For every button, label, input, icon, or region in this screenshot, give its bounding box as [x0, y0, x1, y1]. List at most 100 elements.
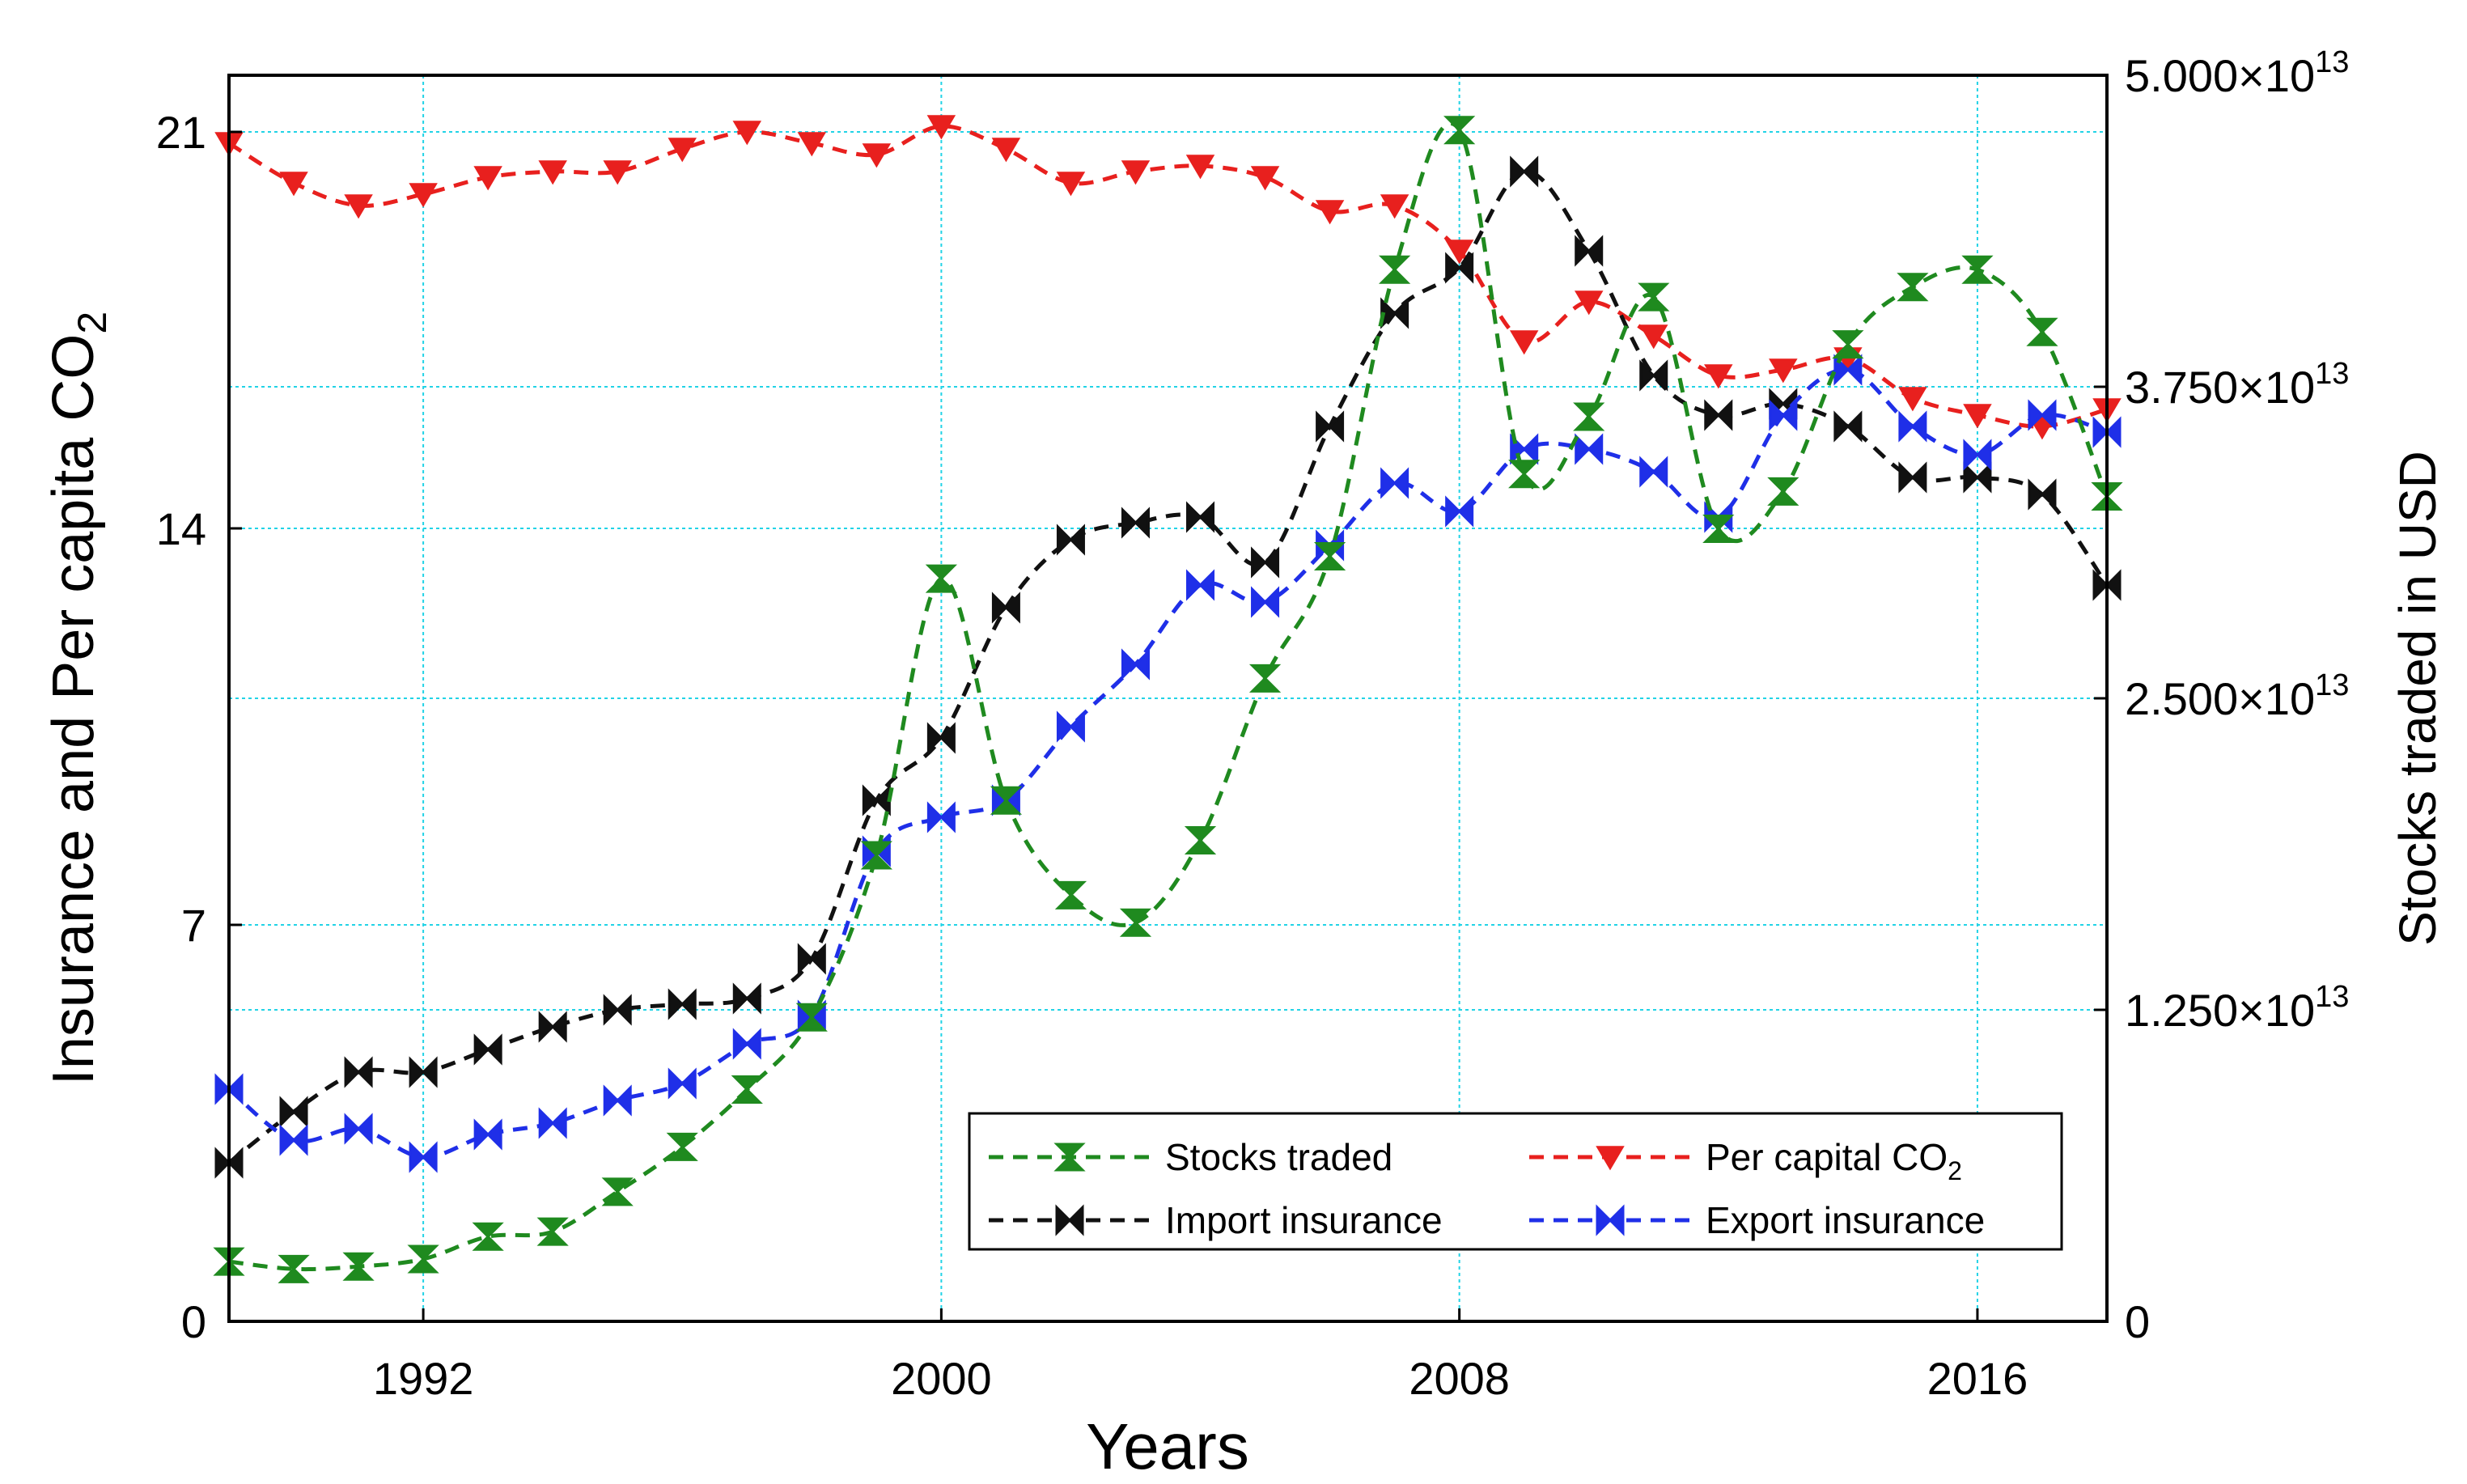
- data-point-stocks-traded: [1184, 826, 1217, 855]
- data-point-per-capital-co: [1380, 194, 1409, 219]
- data-point-import-insurance: [409, 1056, 438, 1088]
- data-point-stocks-traded: [990, 786, 1023, 815]
- y-right-tick-mantissa: 0: [2125, 1296, 2150, 1347]
- y-right-tick-exponent: 13: [2315, 357, 2349, 391]
- legend-item-import-insurance: Import insurance: [989, 1199, 1443, 1241]
- data-point-stocks-traded: [472, 1222, 504, 1251]
- data-point-per-capital-co: [1898, 387, 1927, 412]
- data-point-export-insurance: [1575, 433, 1604, 465]
- data-point-per-capital-co: [1509, 330, 1539, 355]
- y-right-tick-mantissa: 2.500×10: [2125, 673, 2315, 724]
- data-point-import-insurance: [344, 1056, 373, 1088]
- data-point-stocks-traded: [1573, 402, 1605, 431]
- data-point-stocks-traded: [1508, 460, 1541, 489]
- data-point-per-capital-co: [279, 172, 308, 197]
- data-point-import-insurance: [926, 722, 956, 754]
- legend-marker-per-capital-co: [1596, 1146, 1625, 1171]
- data-point-export-insurance: [926, 801, 956, 833]
- data-point-export-insurance: [2028, 399, 2057, 431]
- y-right-tick-label: 0: [2125, 1296, 2150, 1347]
- data-point-import-insurance: [668, 988, 697, 1020]
- y-left-tick-label: 21: [156, 107, 206, 158]
- y-right-tick-exponent: 13: [2315, 668, 2349, 702]
- legend-label-main: Stocks traded: [1165, 1136, 1392, 1178]
- data-point-import-insurance: [2028, 478, 2057, 511]
- data-point-per-capital-co: [1056, 172, 1086, 197]
- data-point-import-insurance: [991, 591, 1020, 624]
- data-point-import-insurance: [1704, 399, 1733, 431]
- data-point-stocks-traded: [731, 1075, 763, 1105]
- y-right-tick-mantissa: 1.250×10: [2125, 985, 2315, 1036]
- legend-label-per-capital-co: Per capital CO2: [1706, 1136, 1962, 1185]
- data-point-import-insurance: [1316, 410, 1345, 443]
- data-point-per-capital-co: [732, 121, 762, 146]
- y-right-tick-label: 3.750×1013: [2125, 357, 2349, 413]
- data-point-import-insurance: [473, 1033, 502, 1066]
- data-point-per-capital-co: [344, 194, 373, 219]
- data-point-stocks-traded: [1054, 880, 1087, 909]
- data-point-stocks-traded: [2026, 317, 2058, 346]
- legend-items: Stocks traded Per capital CO2 Import insur…: [989, 1136, 1985, 1241]
- data-point-stocks-traded: [278, 1254, 310, 1283]
- legend-box: [968, 1112, 2063, 1251]
- data-point-stocks-traded: [1702, 515, 1735, 544]
- y-left-axis-title-sub: 2: [70, 312, 115, 334]
- data-point-export-insurance: [668, 1067, 697, 1100]
- data-point-export-insurance: [538, 1107, 567, 1139]
- legend-marker-import-insurance: [1055, 1204, 1084, 1236]
- data-point-stocks-traded: [1313, 541, 1346, 570]
- data-point-per-capital-co: [797, 132, 827, 157]
- x-tick-label: 2008: [1409, 1353, 1510, 1404]
- data-point-export-insurance: [1769, 399, 1798, 431]
- legend-item-stocks-traded: Stocks traded: [989, 1136, 1392, 1178]
- data-point-export-insurance: [279, 1124, 308, 1156]
- series-line-export-insurance: [227, 367, 2108, 1160]
- data-point-per-capital-co: [1639, 324, 1668, 350]
- y-left-axis-title: Insurance and Per capita CO2: [41, 312, 115, 1085]
- data-point-per-capital-co: [668, 138, 697, 163]
- data-point-export-insurance: [1121, 648, 1150, 681]
- data-point-export-insurance: [1963, 439, 1992, 471]
- x-axis-title: Years: [1086, 1410, 1249, 1482]
- data-point-per-capital-co: [991, 138, 1021, 163]
- data-point-stocks-traded: [601, 1177, 634, 1206]
- series-per-capital-co: [214, 115, 2122, 440]
- data-point-stocks-traded: [342, 1252, 375, 1281]
- data-point-per-capital-co: [1121, 160, 1151, 185]
- data-point-import-insurance: [1833, 410, 1863, 443]
- data-point-import-insurance: [1445, 252, 1474, 284]
- data-point-export-insurance: [1898, 410, 1927, 443]
- y-left-tick-label: 7: [181, 900, 206, 951]
- data-point-import-insurance: [279, 1096, 308, 1128]
- data-point-export-insurance: [1251, 586, 1280, 618]
- legend-label-export-insurance: Export insurance: [1706, 1199, 1985, 1241]
- data-point-import-insurance: [1639, 359, 1668, 392]
- data-point-import-insurance: [1056, 524, 1085, 556]
- data-point-stocks-traded: [1248, 664, 1282, 693]
- legend-item-export-insurance: Export insurance: [1529, 1199, 1985, 1241]
- x-tick-label: 2000: [891, 1353, 992, 1404]
- data-point-per-capital-co: [473, 166, 502, 191]
- y-right-axis-title: Stocks traded in USD: [2389, 451, 2447, 946]
- data-point-per-capital-co: [603, 160, 632, 185]
- data-point-stocks-traded: [1767, 477, 1799, 506]
- data-point-per-capital-co: [1250, 166, 1280, 191]
- y-right-tick-label: 5.000×1013: [2125, 45, 2349, 101]
- legend-label-sub: 2: [1948, 1156, 1962, 1185]
- legend-label-import-insurance: Import insurance: [1165, 1199, 1443, 1241]
- y-right-tick-exponent: 13: [2315, 980, 2349, 1014]
- data-point-stocks-traded: [1378, 255, 1411, 284]
- data-point-export-insurance: [344, 1113, 373, 1145]
- data-point-import-insurance: [1575, 235, 1604, 267]
- data-point-stocks-traded: [860, 841, 892, 870]
- ticks-layer: 1992 2000 2008 201607142101.250×10132.500×1…: [156, 45, 2350, 1404]
- y-right-tick-label: 1.250×1013: [2125, 980, 2349, 1036]
- data-point-per-capital-co: [1769, 358, 1798, 384]
- data-point-import-insurance: [797, 943, 826, 975]
- data-point-import-insurance: [1380, 297, 1409, 329]
- data-point-export-insurance: [1380, 467, 1409, 499]
- series-line-import-insurance: [227, 169, 2109, 1164]
- data-point-export-insurance: [1056, 710, 1085, 743]
- legend-label-main: Per capital CO: [1706, 1136, 1948, 1178]
